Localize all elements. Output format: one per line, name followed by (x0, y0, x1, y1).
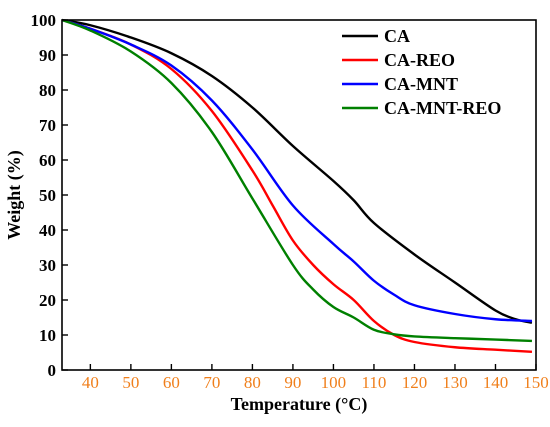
x-tick-label: 40 (82, 373, 99, 392)
series-line-ca-reo (61, 18, 533, 353)
x-tick-label: 120 (402, 373, 428, 392)
series-line-ca-mnt (61, 18, 533, 323)
y-axis-ticks: 0 10 20 30 40 50 60 70 80 90 100 (31, 11, 68, 380)
legend-label: CA-MNT-REO (384, 98, 501, 118)
x-tick-label: 110 (362, 373, 387, 392)
y-tick-label: 10 (39, 326, 56, 345)
legend-label: CA (384, 26, 410, 46)
x-tick-label: 100 (321, 373, 347, 392)
y-tick-label: 0 (48, 361, 57, 380)
series-line-ca-mnt-reo (61, 18, 532, 343)
y-tick-label: 70 (39, 116, 56, 135)
x-tick-label: 80 (244, 373, 261, 392)
y-tick-label: 60 (39, 151, 56, 170)
x-tick-label: 90 (284, 373, 301, 392)
y-tick-label: 90 (39, 46, 56, 65)
x-axis-ticks: 40 50 60 70 80 90 100 110 120 130 140 150 (82, 364, 549, 392)
series-line-ca (61, 18, 533, 324)
y-tick-label: 40 (39, 221, 56, 240)
x-axis-label: Temperature (°C) (231, 394, 368, 415)
legend-label: CA-REO (384, 50, 455, 70)
y-tick-label: 50 (39, 186, 56, 205)
y-tick-label: 30 (39, 256, 56, 275)
legend-label: CA-MNT (384, 74, 458, 94)
x-tick-label: 70 (203, 373, 220, 392)
plot-lines (61, 18, 533, 353)
x-tick-label: 50 (122, 373, 139, 392)
legend: CA CA-REO CA-MNT CA-MNT-REO (342, 26, 501, 118)
y-tick-label: 80 (39, 81, 56, 100)
x-tick-label: 130 (442, 373, 468, 392)
x-tick-label: 60 (163, 373, 180, 392)
y-tick-label: 100 (31, 11, 57, 30)
plot-frame (61, 19, 537, 371)
x-tick-label: 140 (483, 373, 509, 392)
y-tick-label: 20 (39, 291, 56, 310)
y-axis-label: Weight (%) (4, 150, 25, 240)
x-tick-label: 150 (523, 373, 549, 392)
